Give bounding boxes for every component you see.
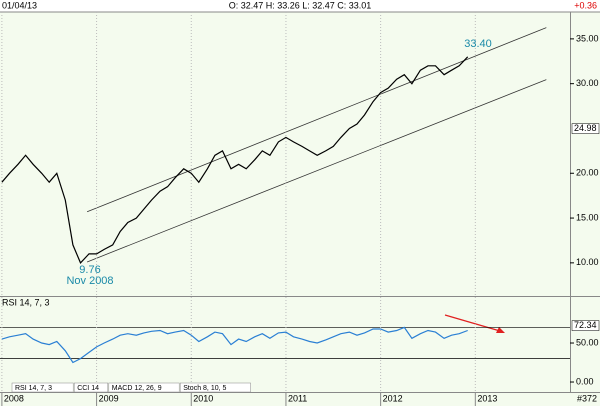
tab — [179, 382, 251, 393]
x-tick-label: 2013 — [477, 393, 497, 403]
tab-label: MACD 12, 26, 9 — [112, 385, 162, 392]
series-line — [1, 326, 468, 364]
x-tick-label: 2010 — [193, 393, 213, 403]
marker-box — [571, 123, 600, 134]
date: 01/04/13 — [2, 0, 37, 10]
y-tick-label: 10.00 — [576, 257, 599, 267]
marker-box — [571, 320, 600, 331]
x-tick-label: 2008 — [4, 393, 24, 403]
tab-label: Stoch 8, 10, 5 — [183, 385, 226, 392]
panel-title: RSI 14, 7, 3 — [2, 297, 50, 307]
footer: #372 — [577, 393, 597, 403]
ohlc: O: 32.47 H: 33.26 L: 32.47 C: 33.01 — [229, 0, 372, 10]
tab-label: RSI 14, 7, 3 — [15, 385, 52, 392]
x-tick-label: 2011 — [288, 393, 307, 403]
marker-label: 72.34 — [574, 320, 597, 330]
series-line — [1, 56, 469, 264]
arrow — [444, 314, 501, 332]
y-tick-label: 35.00 — [576, 33, 599, 43]
annotation: Nov 2008 — [66, 275, 113, 287]
tab-label: CCI 14 — [77, 385, 99, 392]
x-tick-label: 2012 — [383, 393, 403, 403]
y-tick-label: 15.00 — [576, 212, 599, 222]
channel-line — [86, 27, 547, 213]
arrow-head — [496, 327, 505, 333]
y-tick-label: 30.00 — [576, 78, 599, 88]
tab — [73, 382, 109, 393]
tab — [108, 382, 180, 393]
header-bar — [0, 0, 600, 12]
y-tick-label: 50.00 — [576, 337, 599, 347]
y-tick-label: 0.00 — [576, 376, 594, 386]
annotation: 33.40 — [464, 38, 492, 50]
channel-line — [86, 79, 547, 263]
x-tick-label: 2009 — [99, 393, 119, 403]
marker-label: 24.98 — [574, 123, 597, 133]
y-tick-label: 20.00 — [576, 168, 599, 178]
tab — [11, 382, 74, 393]
change: +0.36 — [574, 0, 597, 10]
annotation: 9.76 — [79, 264, 100, 276]
